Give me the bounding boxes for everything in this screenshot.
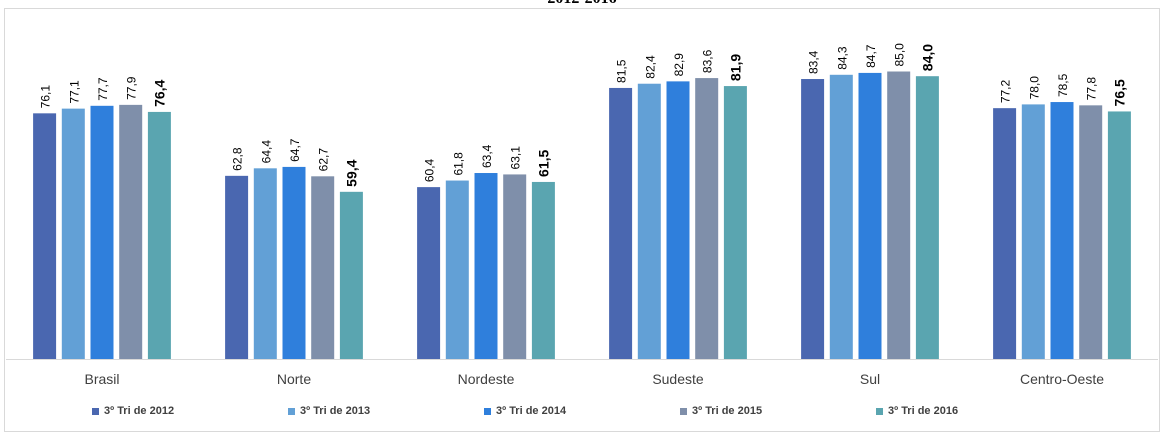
data-label: 77,8 xyxy=(1085,77,1099,101)
category-label: Centro-Oeste xyxy=(1020,371,1104,387)
legend-swatch xyxy=(288,407,295,415)
data-label: 85,0 xyxy=(893,43,907,67)
bar-norte-1 xyxy=(253,168,277,359)
legend-swatch xyxy=(680,407,687,415)
bar-nordeste-1 xyxy=(445,180,469,359)
legend-label: 3º Tri de 2013 xyxy=(300,405,371,417)
bar-norte-3 xyxy=(311,176,335,359)
bar-sul-4 xyxy=(915,76,939,359)
bar-brasil-2 xyxy=(90,105,114,359)
data-label: 81,5 xyxy=(615,59,629,83)
data-label: 82,4 xyxy=(643,55,657,79)
legend-swatch xyxy=(484,407,491,415)
data-label: 64,7 xyxy=(288,138,302,162)
legend-item: 3º Tri de 2016 xyxy=(876,405,1072,417)
data-label: 60,4 xyxy=(423,158,437,182)
data-label: 59,4 xyxy=(343,159,359,186)
category-label: Brasil xyxy=(84,371,119,387)
data-label: 76,4 xyxy=(151,79,167,106)
data-label: 61,5 xyxy=(535,149,551,176)
bar-brasil-3 xyxy=(119,104,143,360)
data-label: 82,9 xyxy=(672,53,686,77)
legend-label: 3º Tri de 2015 xyxy=(692,405,763,417)
data-label: 63,1 xyxy=(509,146,523,170)
data-label: 83,4 xyxy=(807,50,821,74)
bar-sul-3 xyxy=(887,71,911,359)
bar-sudeste-3 xyxy=(695,78,719,359)
legend-item: 3º Tri de 2014 xyxy=(484,405,680,417)
data-label: 77,2 xyxy=(999,79,1013,103)
bar-sul-2 xyxy=(858,72,882,359)
data-label: 78,5 xyxy=(1056,73,1070,97)
bar-brasil-0 xyxy=(33,113,57,359)
data-label: 81,9 xyxy=(727,54,743,81)
data-label: 77,9 xyxy=(125,76,139,100)
category-label: Nordeste xyxy=(458,371,515,387)
legend-swatch xyxy=(92,407,99,415)
category-label: Sul xyxy=(860,371,880,387)
data-label: 84,7 xyxy=(864,44,878,68)
data-label: 61,8 xyxy=(451,152,465,176)
bar-sudeste-1 xyxy=(637,83,661,359)
chart-frame xyxy=(4,8,1160,432)
bar-sudeste-4 xyxy=(723,86,747,359)
bar-chart: 76,1 77,1 77,7 77,9 76,4 Brasil 62,8 64,4 64,7 62… xyxy=(6,43,1158,387)
legend-item: 3º Tri de 2013 xyxy=(288,405,484,417)
bar-nordeste-0 xyxy=(417,187,441,359)
data-label: 83,6 xyxy=(701,49,715,73)
chart-title: 2012-2016 xyxy=(0,0,1164,8)
data-label: 76,1 xyxy=(39,85,53,109)
chart-legend: 3º Tri de 2012 3º Tri de 2013 3º Tri de 20… xyxy=(0,405,1164,417)
category-label: Sudeste xyxy=(652,371,704,387)
data-label: 62,7 xyxy=(317,148,331,172)
legend-label: 3º Tri de 2016 xyxy=(888,405,959,417)
data-label: 84,3 xyxy=(835,46,849,70)
bar-centro-oeste-2 xyxy=(1050,102,1074,360)
data-label: 84,0 xyxy=(919,44,935,71)
data-label: 78,0 xyxy=(1027,76,1041,100)
data-label: 64,4 xyxy=(259,140,273,164)
legend-item: 3º Tri de 2012 xyxy=(92,405,288,417)
bar-centro-oeste-1 xyxy=(1021,104,1045,360)
data-label: 62,8 xyxy=(231,147,245,171)
legend-label: 3º Tri de 2012 xyxy=(104,405,175,417)
bar-sudeste-2 xyxy=(666,81,690,360)
bar-centro-oeste-3 xyxy=(1079,105,1103,359)
bar-centro-oeste-0 xyxy=(993,108,1017,359)
bar-norte-2 xyxy=(282,166,306,359)
bar-sul-1 xyxy=(829,74,853,359)
data-label: 76,5 xyxy=(1111,79,1127,106)
bar-brasil-1 xyxy=(61,108,85,359)
bar-sul-0 xyxy=(801,79,825,360)
category-label: Norte xyxy=(277,371,311,387)
bar-nordeste-2 xyxy=(474,173,498,359)
data-label: 63,4 xyxy=(480,144,494,168)
bar-brasil-4 xyxy=(147,111,171,359)
bar-norte-0 xyxy=(225,175,249,359)
bar-centro-oeste-4 xyxy=(1107,111,1131,359)
legend-item: 3º Tri de 2015 xyxy=(680,405,876,417)
legend-swatch xyxy=(876,407,883,415)
bar-norte-4 xyxy=(339,191,363,359)
data-label: 77,1 xyxy=(67,80,81,104)
legend-label: 3º Tri de 2014 xyxy=(496,405,567,417)
bar-sudeste-0 xyxy=(609,87,633,359)
data-label: 77,7 xyxy=(96,77,110,101)
bar-nordeste-3 xyxy=(503,174,527,359)
bar-nordeste-4 xyxy=(531,181,555,359)
